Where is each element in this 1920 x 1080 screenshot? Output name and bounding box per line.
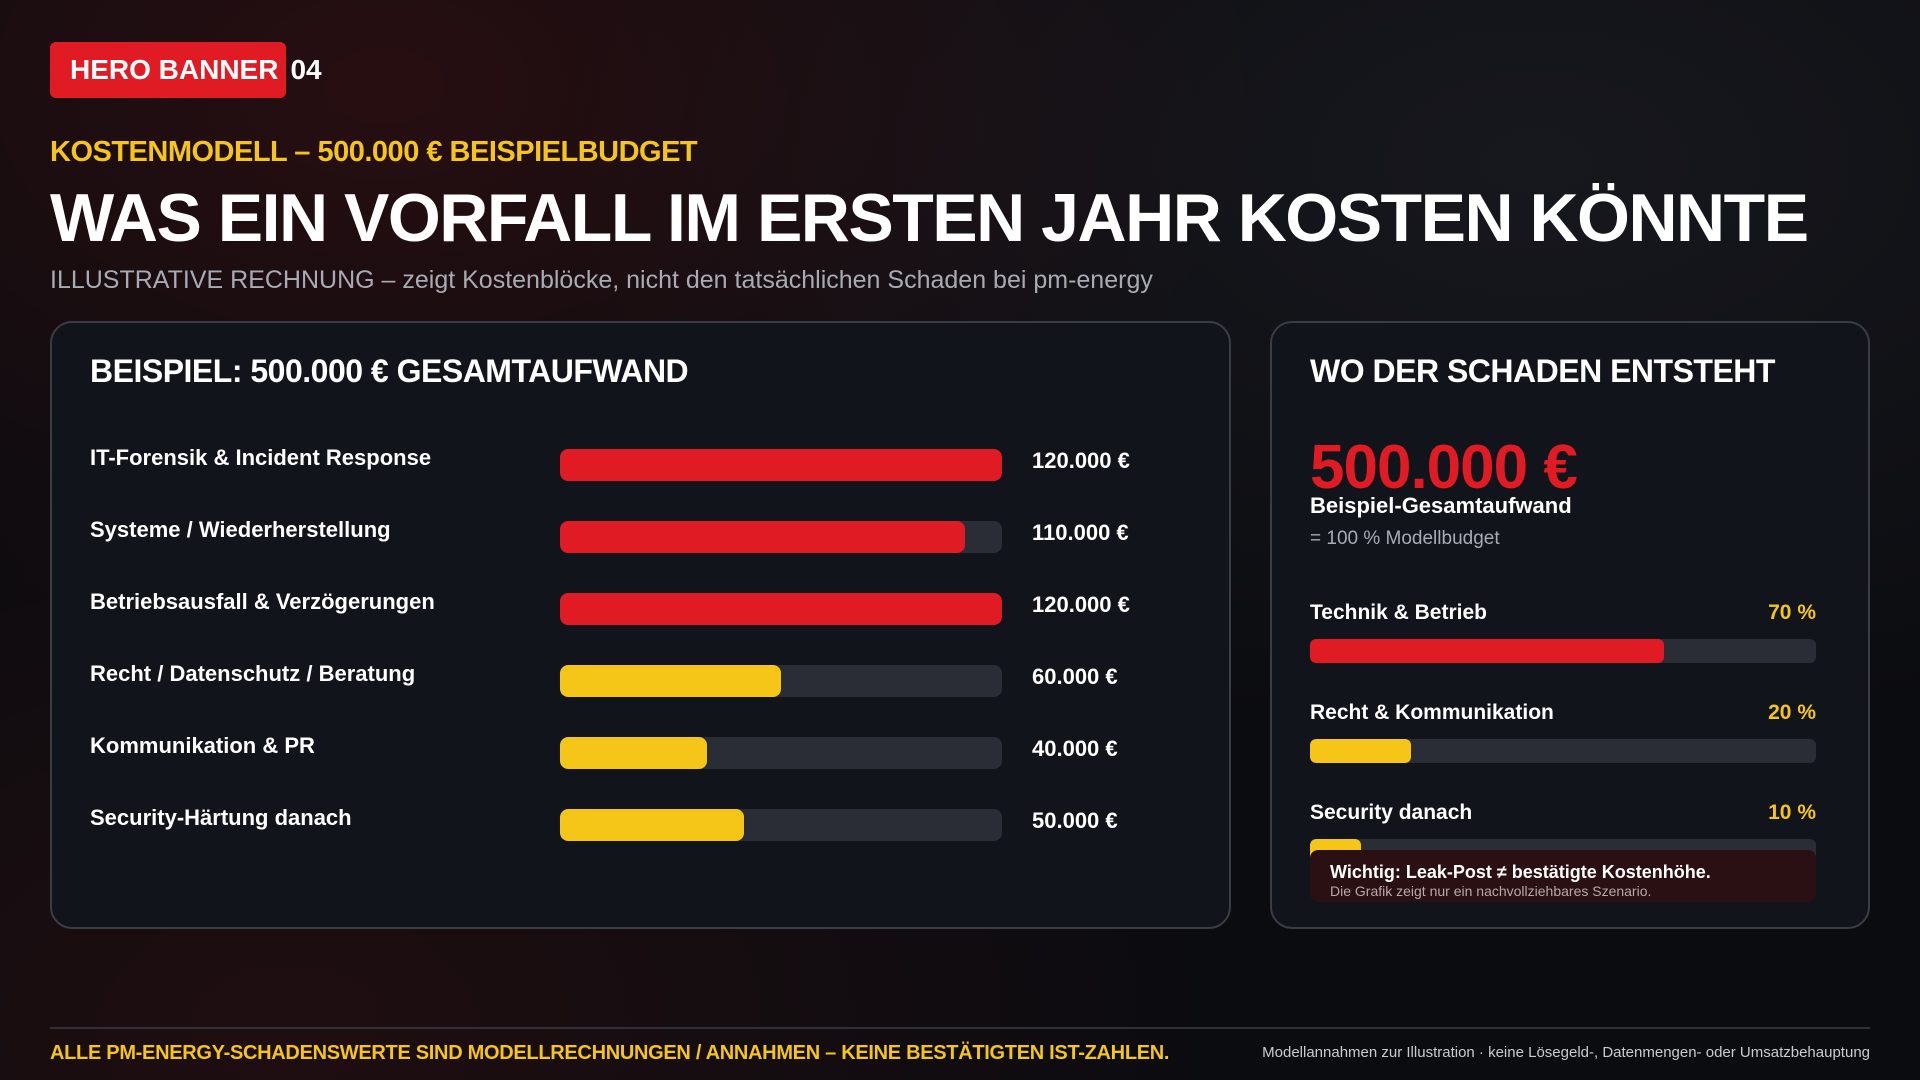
share-label: Security danach: [1310, 801, 1473, 824]
cost-row-label: Recht / Datenschutz / Beratung: [90, 661, 416, 686]
cost-row-track: [560, 665, 1002, 697]
cost-row-bar: [560, 449, 1002, 481]
cost-row-bar: [560, 665, 781, 697]
cost-row-bar: [560, 737, 708, 769]
cost-row-label: Betriebsausfall & Verzögerungen: [90, 589, 435, 614]
cost-row: Recht / Datenschutz / Beratung 60.000 €: [90, 659, 1190, 699]
cost-row-track: [560, 737, 1002, 769]
eyebrow-text: KOSTENMODELL – 500.000 € BEISPIELBUDGET: [50, 136, 698, 168]
total-amount: 500.000 €: [1310, 433, 1578, 502]
cost-row-bar: [560, 809, 745, 841]
cost-row: Systeme / Wiederherstellung 110.000 €: [90, 515, 1190, 555]
damage-share-title: WO DER SCHADEN ENTSTEHT: [1310, 353, 1775, 389]
cost-row: Betriebsausfall & Verzögerungen 120.000 …: [90, 587, 1190, 627]
cost-row-value: 50.000 €: [1032, 808, 1118, 833]
cost-row-track: [560, 521, 1002, 553]
share-percent: 20 %: [1768, 701, 1816, 724]
badge-label: HERO BANNER: [50, 42, 287, 98]
total-subtext: = 100 % Modellbudget: [1310, 528, 1500, 549]
footer-divider: [50, 1027, 1870, 1029]
cost-row-label: Systeme / Wiederherstellung: [90, 517, 391, 542]
warning-note-text: Die Grafik zeigt nur ein nachvollziehbar…: [1330, 883, 1652, 899]
cost-row-track: [560, 593, 1002, 625]
cost-row: Security-Härtung danach 50.000 €: [90, 803, 1190, 843]
cost-breakdown-title: BEISPIEL: 500.000 € GESAMTAUFWAND: [90, 353, 689, 389]
cost-breakdown-card: BEISPIEL: 500.000 € GESAMTAUFWAND IT-For…: [50, 321, 1231, 929]
footer-note: Modellannahmen zur Illustration · keine …: [1262, 1044, 1870, 1061]
share-label: Technik & Betrieb: [1310, 601, 1487, 624]
damage-share-card: WO DER SCHADEN ENTSTEHT 500.000 € Beispi…: [1270, 321, 1870, 929]
warning-note: Wichtig: Leak-Post ≠ bestätigte Kostenhö…: [1310, 850, 1816, 902]
share-percent: 10 %: [1768, 801, 1816, 824]
cost-row-label: IT-Forensik & Incident Response: [90, 445, 432, 470]
total-label: Beispiel-Gesamtaufwand: [1310, 493, 1572, 518]
cost-row-label: Kommunikation & PR: [90, 733, 315, 758]
cost-row-label: Security-Härtung danach: [90, 805, 352, 830]
cost-row-value: 110.000 €: [1032, 520, 1129, 545]
cost-row-value: 60.000 €: [1032, 664, 1118, 689]
badge-number: 04: [290, 54, 322, 85]
cost-row-track: [560, 809, 1002, 841]
warning-note-title: Wichtig: Leak-Post ≠ bestätigte Kostenhö…: [1330, 862, 1711, 882]
share-percent: 70 %: [1768, 601, 1816, 624]
share-track: [1310, 739, 1816, 763]
share-label: Recht & Kommunikation: [1310, 701, 1554, 724]
footer-disclaimer: ALLE PM-ENERGY-SCHADENSWERTE SIND MODELL…: [50, 1042, 1170, 1064]
cost-row-bar: [560, 521, 966, 553]
share-track: [1310, 639, 1816, 663]
page-subtitle: ILLUSTRATIVE RECHNUNG – zeigt Kostenblöc…: [50, 266, 1153, 294]
cost-row-value: 40.000 €: [1032, 736, 1118, 761]
cost-row-bar: [560, 593, 1002, 625]
cost-row: IT-Forensik & Incident Response 120.000 …: [90, 443, 1190, 483]
share-bar: [1310, 739, 1412, 763]
cost-row-track: [560, 449, 1002, 481]
cost-row-value: 120.000 €: [1032, 448, 1130, 473]
hero-badge: HERO BANNER 04: [50, 42, 322, 98]
cost-row: Kommunikation & PR 40.000 €: [90, 731, 1190, 771]
cost-row-value: 120.000 €: [1032, 592, 1130, 617]
share-bar: [1310, 639, 1665, 663]
page-title: WAS EIN VORFALL IM ERSTEN JAHR KOSTEN KÖ…: [50, 180, 1809, 256]
